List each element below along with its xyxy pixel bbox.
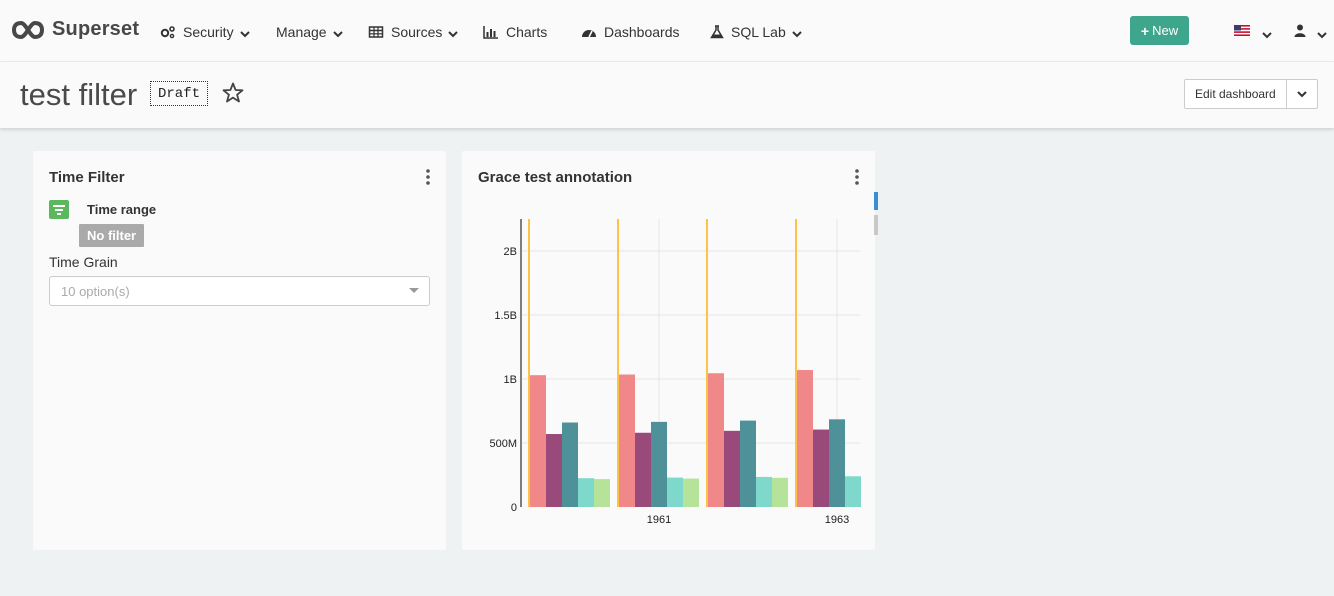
nav-sql-lab-label: SQL Lab [731,24,786,40]
bar [667,477,683,507]
chevron-down-icon [1317,32,1327,39]
bar [724,430,740,507]
bar [708,373,724,507]
favorite-star-icon[interactable] [221,81,245,105]
nav-sources-label: Sources [391,24,443,40]
edit-dashboard-button[interactable]: Edit dashboard [1184,79,1287,109]
nav-dashboards-label: Dashboards [604,24,680,40]
y-tick-label: 1B [504,374,517,386]
nav-manage[interactable]: Manage [276,24,343,40]
draft-status-badge[interactable]: Draft [150,81,209,106]
filter-box-title: Time Filter [49,169,125,186]
bar [578,478,594,507]
new-button[interactable]: + New [1130,16,1189,45]
nav-security-label: Security [183,24,234,40]
x-tick-label: 1963 [825,514,849,526]
nav-charts[interactable]: Charts [483,24,547,40]
chart-card: Grace test annotation 0 500M 1B 1.5B 2B 1961 1… [462,151,875,550]
chevron-down-icon [239,30,250,37]
more-vertical-icon[interactable] [426,169,430,185]
dashboard-title[interactable]: test filter [20,77,138,112]
nav-manage-label: Manage [276,24,327,40]
bar [546,434,562,507]
dashboard-header: test filter Draft Edit dashboard [0,62,1334,128]
bar [619,374,635,507]
superset-logo-icon [12,20,44,39]
bar [845,476,861,507]
chevron-down-icon [1297,91,1307,98]
table-icon [368,26,384,38]
flask-icon [710,25,724,39]
bar [635,432,651,507]
chart-title: Grace test annotation [478,169,633,186]
filter-box-card: Time Filter Time range No filter Time Gr… [33,151,446,550]
dashboard-menu-toggle[interactable] [1286,79,1318,109]
new-button-label: New [1152,23,1179,38]
bar-chart: 0 500M 1B 1.5B 2B 1961 1963 [489,219,861,526]
bar-chart-icon [483,26,498,39]
time-range-label: Time range [87,202,157,217]
top-navbar: Superset Security Manage Sources [0,0,1334,62]
cogs-icon [160,26,175,39]
bar [772,477,788,507]
nav-dashboards[interactable]: Dashboards [581,24,680,40]
time-grain-label: Time Grain [49,254,118,270]
scrollbar-track[interactable] [874,215,878,235]
bar [594,479,610,507]
y-tick-label: 0 [511,502,517,514]
filter-icon [49,200,69,219]
brand-link[interactable]: Superset [12,18,139,41]
nav-sources[interactable]: Sources [368,24,459,40]
nav-security[interactable]: Security [160,24,250,40]
chevron-down-icon [792,30,802,37]
time-grain-placeholder: 10 option(s) [61,284,130,299]
scrollbar-active[interactable] [874,192,878,210]
more-vertical-icon[interactable] [855,169,859,185]
bar [756,476,772,507]
dropdown-arrow-icon [409,288,419,293]
us-flag-icon [1234,25,1250,36]
bar [813,429,829,507]
plus-icon: + [1140,22,1150,39]
y-tick-label: 2B [504,246,517,258]
bar [797,370,813,507]
time-grain-select[interactable]: 10 option(s) [49,276,430,306]
user-icon [1294,24,1306,37]
edit-dashboard-group: Edit dashboard [1184,79,1318,109]
time-range-value[interactable]: No filter [79,224,145,247]
x-tick-label: 1961 [647,514,671,526]
bar [740,420,756,507]
bar [683,478,699,507]
y-tick-label: 500M [489,438,517,450]
dashboard-icon [582,30,596,38]
nav-sql-lab[interactable]: SQL Lab [710,24,802,40]
chevron-down-icon [1262,32,1272,39]
bar [651,421,667,507]
bar [562,422,578,507]
bar [829,419,845,507]
brand-name: Superset [52,18,140,40]
nav-charts-label: Charts [506,24,548,40]
chevron-down-icon [448,30,459,37]
chevron-down-icon [332,30,343,37]
bar [530,375,546,507]
y-tick-label: 1.5B [494,310,517,322]
